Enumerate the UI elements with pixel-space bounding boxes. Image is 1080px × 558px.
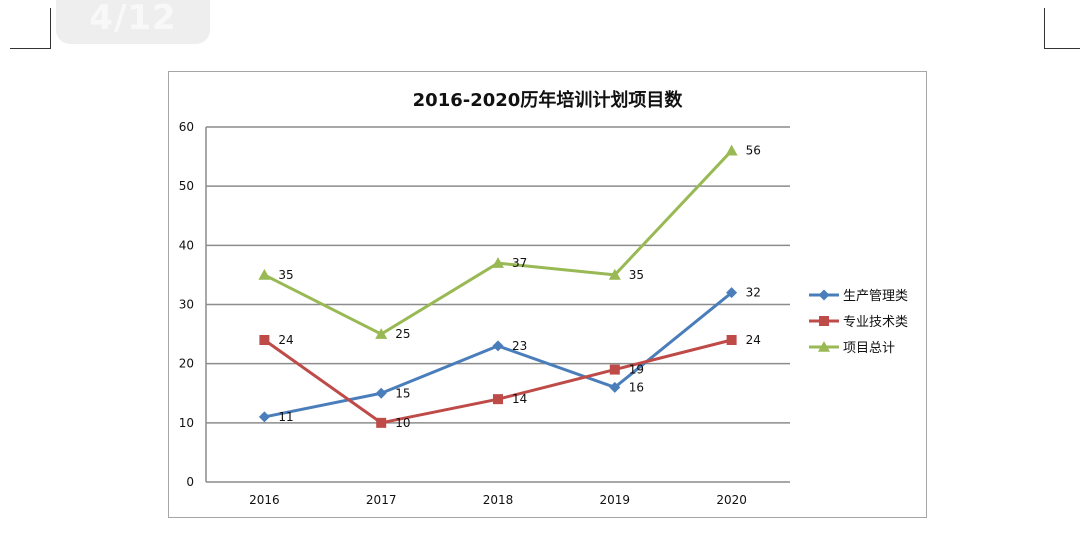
data-label: 16 xyxy=(629,380,644,394)
data-label: 10 xyxy=(395,416,410,430)
data-point xyxy=(725,144,738,156)
x-tick-label: 2016 xyxy=(249,493,280,507)
y-tick-label: 10 xyxy=(179,416,194,430)
data-point xyxy=(609,381,621,393)
data-point xyxy=(258,411,270,423)
data-label: 37 xyxy=(512,256,527,270)
data-point xyxy=(375,328,388,339)
series-line xyxy=(263,338,732,425)
crop-mark-right xyxy=(1044,8,1080,49)
data-label: 56 xyxy=(746,144,761,158)
data-point xyxy=(493,394,503,405)
data-label: 35 xyxy=(278,268,293,282)
legend-marker xyxy=(819,316,829,326)
y-tick-label: 0 xyxy=(186,475,194,489)
data-label: 23 xyxy=(512,339,527,353)
y-tick-label: 30 xyxy=(179,298,194,312)
series-line xyxy=(263,149,733,336)
data-label: 19 xyxy=(629,363,644,377)
legend-label: 专业技术类 xyxy=(843,315,908,330)
data-point xyxy=(492,340,504,352)
chart-frame: 2016-2020历年培训计划项目数 0 10 20 30 40 50 60 2016 2017… xyxy=(168,71,927,518)
data-point xyxy=(492,257,504,268)
data-label: 35 xyxy=(629,268,644,282)
y-tick-label: 50 xyxy=(179,179,194,193)
data-point xyxy=(726,287,738,299)
page-indicator: 4/12 xyxy=(56,0,210,44)
data-label: 25 xyxy=(395,327,410,341)
data-label: 11 xyxy=(278,410,293,424)
y-tick-label: 60 xyxy=(179,120,194,134)
data-point xyxy=(608,268,621,280)
data-label: 24 xyxy=(278,333,293,347)
x-tick-label: 2018 xyxy=(483,493,514,507)
legend-marker xyxy=(818,289,830,301)
y-tick-label: 20 xyxy=(179,357,194,371)
legend-label: 生产管理类 xyxy=(843,289,908,304)
data-point xyxy=(726,335,737,345)
data-point xyxy=(375,387,387,399)
data-point xyxy=(258,268,271,280)
data-label: 32 xyxy=(746,286,761,300)
x-tick-label: 2017 xyxy=(366,493,397,507)
legend-marker xyxy=(818,341,830,352)
y-tick-label: 40 xyxy=(179,238,194,252)
legend-label: 项目总计 xyxy=(843,341,895,356)
crop-mark-left xyxy=(10,8,51,49)
data-point xyxy=(259,335,270,345)
x-tick-label: 2019 xyxy=(600,493,631,507)
data-label: 15 xyxy=(395,386,410,400)
data-point xyxy=(376,417,387,428)
data-label: 14 xyxy=(512,392,527,406)
x-tick-label: 2020 xyxy=(716,493,747,507)
line-chart: 0 10 20 30 40 50 60 2016 2017 2018 2019 2020 11 15 23 1… xyxy=(179,120,908,507)
chart-title: 2016-2020历年培训计划项目数 xyxy=(412,90,683,111)
data-label: 24 xyxy=(746,333,761,347)
data-point xyxy=(609,364,620,375)
